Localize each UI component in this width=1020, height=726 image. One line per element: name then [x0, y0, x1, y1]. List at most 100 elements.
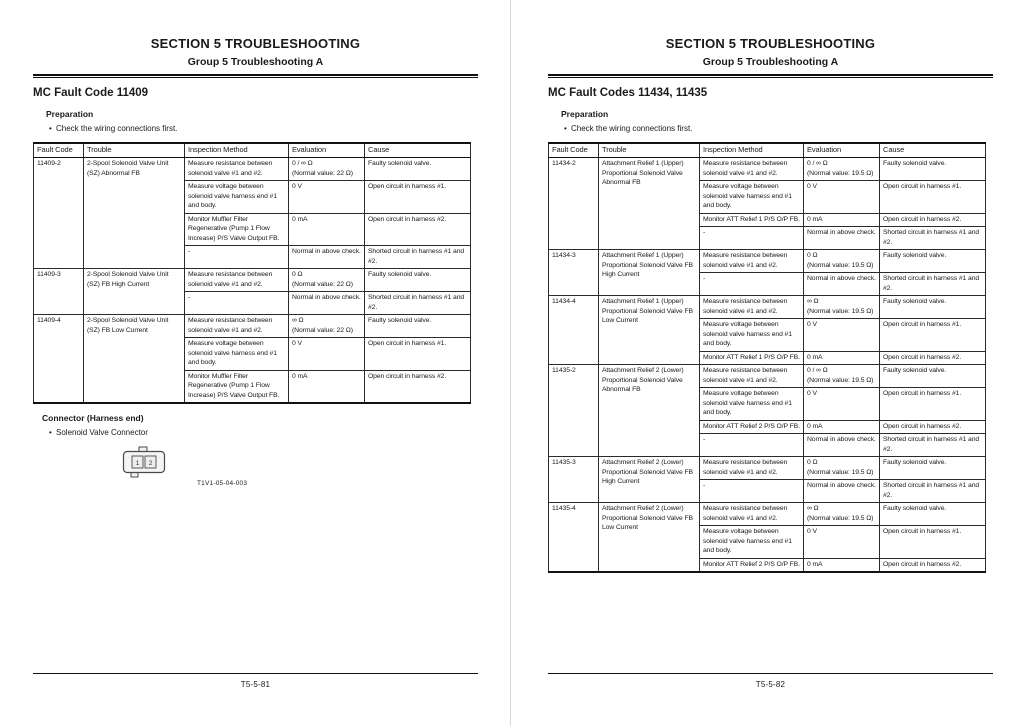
- table-row: Measure voltage between solenoid valve h…: [34, 337, 471, 371]
- trouble-cell: Attachment Relief 1 (Upper) Proportional…: [598, 157, 700, 250]
- fault-table: Fault Code Trouble Inspection Method Evalua…: [548, 142, 986, 573]
- cause-cell: Open circuit in harness #2.: [364, 369, 471, 404]
- preparation-item: • Check the wiring connections first.: [564, 124, 993, 134]
- inspection-cell: Monitor ATT Relief 2 P/S O/P FB.: [699, 419, 804, 434]
- inspection-cell: Measure voltage between solenoid valve h…: [699, 387, 804, 421]
- cause-cell: Faulty solenoid valve.: [364, 314, 471, 338]
- column-header: Evaluation: [288, 142, 365, 158]
- inspection-cell: Monitor ATT Relief 1 P/S O/P FB.: [699, 212, 804, 227]
- evaluation-note: (Normal value: 22 Ω): [292, 280, 353, 288]
- inspection-cell: Measure resistance between solenoid valv…: [699, 249, 804, 273]
- evaluation-note: (Normal value: 19.5 Ω): [807, 468, 874, 476]
- evaluation-cell: 0 V: [288, 337, 365, 371]
- inspection-cell: -: [699, 433, 804, 457]
- cause-cell: Shorted circuit in harness #1 and #2.: [879, 479, 986, 503]
- bullet-icon: •: [564, 124, 567, 133]
- evaluation-cell: 0 Ω (Normal value: 19.5 Ω): [803, 456, 880, 480]
- column-header: Fault Code: [548, 142, 599, 158]
- inspection-cell: Measure voltage between solenoid valve h…: [184, 180, 289, 214]
- table-row: Monitor Muffler Filter Regenerative (Pum…: [34, 369, 471, 404]
- evaluation-cell: ∞ Ω (Normal value: 19.5 Ω): [803, 502, 880, 526]
- fault-code-cell: 11435-4: [548, 502, 599, 573]
- fault-code-cell: 11435-3: [548, 456, 599, 503]
- evaluation-cell: 0 mA: [803, 212, 880, 227]
- inspection-cell: Measure resistance between solenoid valv…: [184, 268, 289, 292]
- cause-cell: Faulty solenoid valve.: [879, 456, 986, 480]
- cause-cell: Shorted circuit in harness #1 and #2.: [364, 291, 471, 315]
- connector-text: Solenoid Valve Connector: [56, 428, 148, 437]
- column-header: Inspection Method: [184, 142, 289, 158]
- trouble-cell: 2-Spool Solenoid Valve Unit (SZ) FB High…: [83, 268, 185, 315]
- cause-cell: Open circuit in harness #2.: [879, 350, 986, 365]
- table-row: 11435-4 Attachment Relief 2 (Lower) Propo…: [548, 502, 986, 573]
- inspection-cell: Measure resistance between solenoid valv…: [699, 157, 804, 181]
- table-header-row: Fault Code Trouble Inspection Method Evalua…: [33, 142, 471, 158]
- trouble-cell: Attachment Relief 2 (Lower) Proportional…: [598, 456, 700, 503]
- evaluation-note: (Normal value: 22 Ω): [292, 169, 353, 177]
- cause-cell: Shorted circuit in harness #1 and #2.: [879, 433, 986, 457]
- column-header: Trouble: [83, 142, 185, 158]
- cause-cell: Open circuit in harness #1.: [879, 318, 986, 352]
- inspection-cell: -: [699, 226, 804, 250]
- fault-code-cell: 11434-2: [548, 157, 599, 250]
- evaluation-cell: 0 V: [288, 180, 365, 214]
- table-row: 11409-3 2-Spool Solenoid Valve Unit (SZ) …: [33, 268, 471, 315]
- page-footer: T5-5-81: [33, 673, 478, 689]
- trouble-cell: 2-Spool Solenoid Valve Unit (SZ) Abnorma…: [83, 157, 185, 269]
- evaluation-cell: Normal in above check.: [288, 291, 365, 315]
- figure-code: T1V1-05-04-003: [197, 480, 248, 487]
- table-row: Monitor ATT Relief 1 P/S O/P FB. 0 mA Open…: [549, 350, 986, 365]
- preparation-label: Preparation: [561, 109, 609, 119]
- trouble-cell: Attachment Relief 1 (Upper) Proportional…: [598, 295, 700, 365]
- trouble-cell: Attachment Relief 2 (Lower) Proportional…: [598, 364, 700, 457]
- inspection-cell: Monitor ATT Relief 2 P/S O/P FB.: [699, 557, 804, 573]
- footer-rule: [548, 673, 993, 674]
- cause-cell: Open circuit in harness #2.: [879, 419, 986, 434]
- table-row: 11409-4 2-Spool Solenoid Valve Unit (SZ) …: [33, 314, 471, 404]
- fault-code-heading: MC Fault Code 11409: [33, 87, 149, 99]
- cause-cell: Faulty solenoid valve.: [879, 295, 986, 319]
- cause-cell: Faulty solenoid valve.: [879, 249, 986, 273]
- table-row: Monitor Muffler Filter Regenerative (Pum…: [34, 212, 471, 246]
- table-header-row: Fault Code Trouble Inspection Method Evalua…: [548, 142, 986, 158]
- table-row: - Normal in above check. Shorted circuit i…: [549, 479, 986, 503]
- cause-cell: Open circuit in harness #1.: [879, 180, 986, 214]
- cause-cell: Open circuit in harness #1.: [879, 525, 986, 559]
- evaluation-cell: 0 / ∞ Ω (Normal value: 22 Ω): [288, 157, 365, 181]
- column-header: Cause: [879, 142, 986, 158]
- table-row: Measure voltage between solenoid valve h…: [549, 387, 986, 421]
- section-title: SECTION 5 TROUBLESHOOTING: [665, 36, 876, 51]
- evaluation-cell: 0 Ω (Normal value: 22 Ω): [288, 268, 365, 292]
- evaluation-cell: 0 Ω (Normal value: 19.5 Ω): [803, 249, 880, 273]
- evaluation-cell: Normal in above check.: [803, 226, 880, 250]
- evaluation-note: (Normal value: 19.5 Ω): [807, 376, 874, 384]
- table-row: Measure voltage between solenoid valve h…: [549, 318, 986, 352]
- table-row: Measure voltage between solenoid valve h…: [34, 180, 471, 214]
- table-row: 11434-3 Attachment Relief 1 (Upper) Propo…: [548, 249, 986, 296]
- page-number: T5-5-81: [240, 680, 271, 689]
- table-row: Measure voltage between solenoid valve h…: [549, 525, 986, 559]
- fault-code-cell: 11435-2: [548, 364, 599, 457]
- fault-code-cell: 11409-4: [33, 314, 84, 404]
- footer-rule: [33, 673, 478, 674]
- cause-cell: Faulty solenoid valve.: [879, 502, 986, 526]
- trouble-cell: Attachment Relief 1 (Upper) Proportional…: [598, 249, 700, 296]
- inspection-cell: Measure resistance between solenoid valv…: [699, 502, 804, 526]
- connector-pin-1: 1: [136, 460, 140, 467]
- fault-code-cell: 11409-2: [33, 157, 84, 269]
- fault-code-cell: 11434-3: [548, 249, 599, 296]
- table-row: 11435-2 Attachment Relief 2 (Lower) Propo…: [548, 364, 986, 457]
- cause-cell: Shorted circuit in harness #1 and #2.: [364, 245, 471, 269]
- evaluation-cell: 0 V: [803, 387, 880, 421]
- inspection-cell: Monitor Muffler Filter Regenerative (Pum…: [184, 212, 289, 246]
- header-double-rule: [33, 74, 478, 78]
- inspection-cell: Measure voltage between solenoid valve h…: [699, 318, 804, 352]
- inspection-cell: Measure resistance between solenoid valv…: [699, 456, 804, 480]
- evaluation-note: (Normal value: 19.5 Ω): [807, 261, 874, 269]
- evaluation-cell: 0 mA: [288, 212, 365, 246]
- cause-cell: Faulty solenoid valve.: [879, 157, 986, 181]
- evaluation-cell: Normal in above check.: [803, 479, 880, 503]
- inspection-cell: Measure resistance between solenoid valv…: [184, 314, 289, 338]
- inspection-cell: -: [184, 291, 289, 315]
- group-title: Group 5 Troubleshooting A: [187, 56, 324, 68]
